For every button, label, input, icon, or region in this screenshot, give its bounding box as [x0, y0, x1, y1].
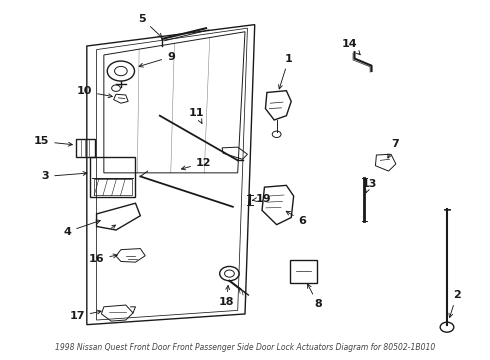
Text: 18: 18 — [219, 285, 234, 307]
Text: 13: 13 — [362, 179, 377, 193]
Text: 3: 3 — [42, 171, 87, 181]
Text: 14: 14 — [342, 39, 360, 55]
Text: 8: 8 — [308, 284, 322, 309]
Text: 9: 9 — [139, 52, 175, 67]
Text: 16: 16 — [89, 254, 117, 264]
Text: 6: 6 — [286, 211, 306, 226]
Text: 1998 Nissan Quest Front Door Front Passenger Side Door Lock Actuators Diagram fo: 1998 Nissan Quest Front Door Front Passe… — [55, 343, 435, 352]
Text: 12: 12 — [181, 158, 211, 170]
Text: 17: 17 — [69, 310, 101, 321]
Text: 15: 15 — [34, 136, 73, 147]
Text: 19: 19 — [253, 194, 271, 203]
Text: 1: 1 — [278, 54, 293, 89]
Text: 2: 2 — [449, 290, 461, 318]
Text: 7: 7 — [388, 139, 399, 158]
Text: 4: 4 — [63, 220, 100, 237]
Text: 5: 5 — [138, 14, 162, 37]
Text: 10: 10 — [77, 86, 112, 98]
Text: 11: 11 — [189, 108, 204, 123]
